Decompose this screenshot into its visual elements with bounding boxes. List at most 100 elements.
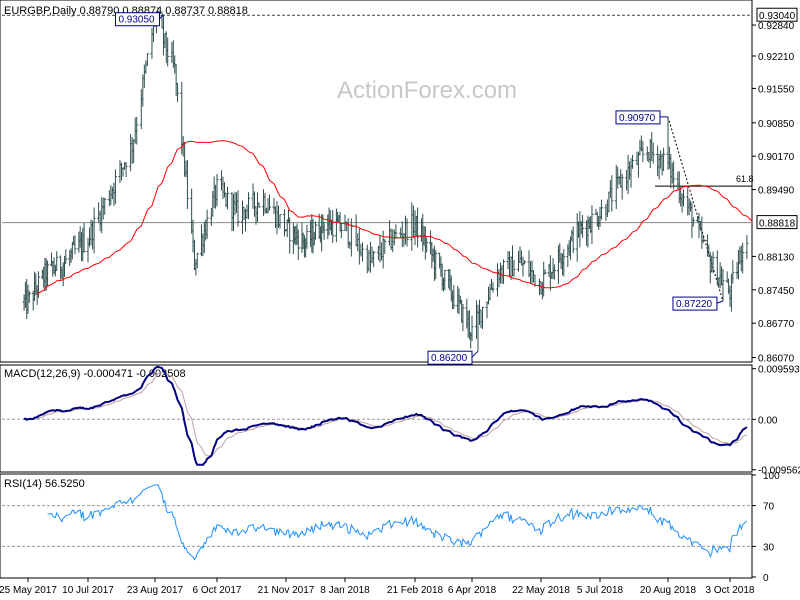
price-annotation-pointer [471, 350, 479, 358]
price-bar [322, 222, 326, 240]
fib-level-label: 61.8 [736, 174, 754, 184]
price-bar [268, 194, 271, 211]
main-y-axis: 0.92840 0.92210 0.91550 0.90850 0.90170 0.894… [752, 21, 795, 365]
price-bar [145, 53, 149, 67]
rsi-y-tick-label: 70 [763, 502, 775, 513]
last-price-label: 0.88818 [759, 219, 796, 230]
price-bar [166, 37, 170, 67]
price-bar [82, 222, 86, 253]
macd-y-tick-label: -0.009562 [758, 466, 800, 477]
price-bar [590, 205, 594, 244]
price-bar [257, 202, 261, 208]
x-axis: 25 May 2017 10 Jul 2017 23 Aug 2017 6 Oct 2… [0, 578, 755, 596]
x-tick-label: 21 Nov 2017 [258, 585, 315, 596]
main-panel-title: EURGBP,Daily 0.88790 0.88874 0.88737 0.8… [4, 5, 248, 17]
price-bar [226, 186, 229, 210]
price-bar [552, 264, 556, 280]
last-price-box [756, 215, 798, 230]
price-bar [512, 260, 516, 277]
price-bar [46, 260, 50, 287]
x-tick-label: 21 Feb 2018 [387, 585, 444, 596]
x-tick-label: 20 Aug 2018 [640, 585, 697, 596]
price-bar [331, 209, 335, 243]
price-bar [641, 140, 645, 163]
moving-average-layer [36, 140, 753, 296]
macd-layer: 0.009593 0.00 -0.009562 [2, 365, 800, 477]
price-bar [731, 260, 735, 284]
price-bar [314, 221, 317, 240]
price-bar [425, 237, 429, 253]
price-bar [610, 175, 614, 212]
price-bar [92, 207, 96, 254]
y-tick-label: 0.86070 [758, 354, 795, 365]
price-bar [55, 251, 59, 271]
price-annotations: 0.93050 0.90970 0.87220 0.86200 [114, 12, 724, 365]
retracement-line [667, 116, 724, 302]
y-tick-label: 0.92210 [758, 52, 795, 63]
y-tick-label: 0.91550 [758, 84, 795, 95]
watermark: ActionForex.com [337, 77, 517, 104]
y-tick-label: 0.90170 [758, 152, 795, 163]
price-bar [205, 209, 209, 239]
price-bar [349, 218, 353, 257]
price-bar [73, 235, 77, 255]
price-bar [620, 173, 624, 200]
price-bar [113, 169, 117, 204]
moving-average-line [36, 140, 753, 296]
price-bar [581, 214, 585, 238]
price-bar [682, 189, 685, 207]
rsi-line [47, 484, 748, 561]
x-tick-label: 25 May 2017 [0, 585, 57, 596]
macd-y-tick-label: 0.00 [758, 415, 778, 426]
price-annotation-label: 0.93050 [118, 15, 155, 26]
price-bar [452, 285, 456, 309]
y-tick-label: 0.90850 [758, 119, 795, 130]
price-bar [296, 229, 300, 261]
price-bar [135, 116, 139, 145]
price-annotation-label: 0.90970 [619, 113, 656, 124]
macd-y-tick-label: 0.009593 [758, 365, 800, 376]
price-bar [691, 217, 695, 227]
price-bar [27, 290, 31, 303]
price-bar [434, 250, 438, 280]
price-bar [599, 199, 603, 220]
price-bar [491, 282, 495, 293]
x-tick-label: 8 Jan 2018 [320, 585, 370, 596]
x-tick-label: 10 Jul 2017 [62, 585, 114, 596]
price-bars [22, 6, 749, 352]
price-bar [185, 159, 189, 209]
main-panel-frame [0, 0, 753, 363]
price-bar [562, 248, 566, 277]
price-bar [651, 142, 655, 164]
price-bar [543, 269, 547, 275]
price-bar [339, 223, 343, 239]
price-bar [571, 226, 575, 254]
y-tick-label: 0.89490 [758, 186, 795, 197]
macd-line [23, 365, 748, 466]
macd-panel-title: MACD(12,26,9) -0.000471 -0.002508 [4, 368, 186, 380]
price-bar [247, 192, 250, 220]
y-tick-label: 0.88130 [758, 252, 795, 263]
y-tick-label: 0.92840 [758, 21, 795, 32]
price-bar [103, 197, 107, 215]
y-tick-label: 0.87450 [758, 286, 795, 297]
x-tick-label: 6 Oct 2017 [193, 585, 242, 596]
x-tick-label: 5 Jul 2018 [577, 585, 624, 596]
price-bar [288, 217, 292, 254]
price-bar [701, 234, 705, 244]
x-tick-label: 6 Apr 2018 [448, 585, 497, 596]
price-bar [278, 213, 282, 229]
price-bar [461, 303, 465, 332]
y-tick-label: 0.86770 [758, 319, 795, 330]
x-tick-label: 23 Aug 2017 [127, 585, 184, 596]
high-price-label: 0.93040 [759, 11, 796, 22]
x-tick-label: 22 May 2018 [512, 585, 570, 596]
price-bar [745, 234, 749, 259]
price-bar [523, 260, 526, 265]
rsi-y-tick-label: 0 [763, 573, 769, 584]
x-tick-label: 3 Oct 2018 [706, 585, 755, 596]
high-price-box [756, 7, 798, 22]
price-bar [481, 306, 484, 330]
price-bar [215, 174, 219, 207]
price-bar [416, 207, 420, 248]
